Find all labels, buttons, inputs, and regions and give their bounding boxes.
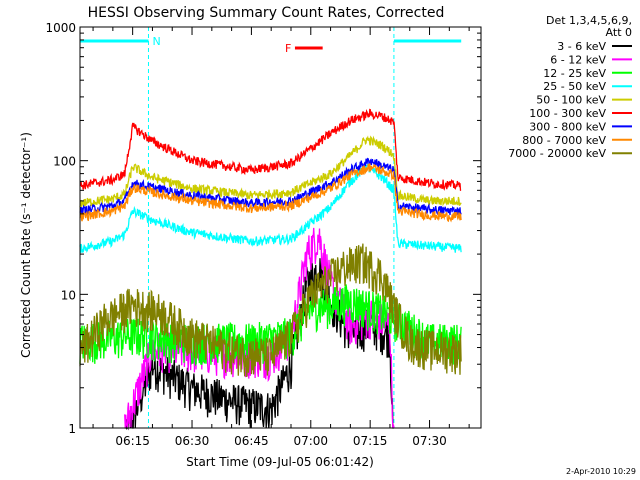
x-tick-label: 07:15 [353, 434, 388, 448]
y-tick-label: 10 [61, 288, 76, 302]
series-line [79, 243, 462, 378]
night-boundary-lines [147, 27, 395, 428]
legend-label: 3 - 6 keV [557, 40, 606, 53]
legend-label: 300 - 800 keV [529, 120, 606, 133]
series-line [79, 135, 462, 208]
series-line [79, 163, 462, 253]
x-tick-label: 06:15 [115, 434, 150, 448]
y-tick-label: 1 [68, 422, 76, 436]
orbit-flags: NF [80, 35, 462, 55]
series-layer [79, 108, 462, 431]
x-axis: 06:15 06:30 06:45 07:00 07:15 07:30 [92, 27, 470, 448]
chart-title: HESSI Observing Summary Count Rates, Cor… [88, 5, 445, 21]
series-line [79, 163, 462, 223]
legend-header: Att 0 [606, 26, 632, 39]
series-line [79, 108, 462, 191]
x-tick-label: 07:00 [293, 434, 328, 448]
plot-frame [79, 26, 482, 429]
flag-label-F: F [285, 42, 291, 55]
legend-label: 7000 - 20000 keV [508, 147, 606, 160]
y-tick-label: 100 [53, 155, 76, 169]
x-axis-label: Start Time (09-Jul-05 06:01:42) [186, 455, 374, 469]
y-axis: 1 10 100 1000 [45, 21, 481, 436]
legend-header: Det 1,3,4,5,6,9, [546, 14, 632, 27]
x-tick-label: 07:30 [412, 434, 447, 448]
x-tick-label: 06:30 [175, 434, 210, 448]
legend-label: 800 - 7000 keV [522, 134, 606, 147]
y-tick-label: 1000 [45, 21, 76, 35]
x-tick-label: 06:45 [234, 434, 269, 448]
y-axis-label: Corrected Count Rate (s⁻¹ detector⁻¹) [19, 132, 33, 358]
footer-date: 2-Apr-2010 10:29 [566, 467, 636, 476]
legend-label: 50 - 100 keV [536, 94, 606, 107]
legend-label: 12 - 25 keV [543, 67, 606, 80]
flag-label-N: N [152, 35, 160, 48]
legend-label: 25 - 50 keV [543, 80, 606, 93]
legend-label: 100 - 300 keV [529, 107, 606, 120]
legend-label: 6 - 12 keV [550, 53, 606, 66]
